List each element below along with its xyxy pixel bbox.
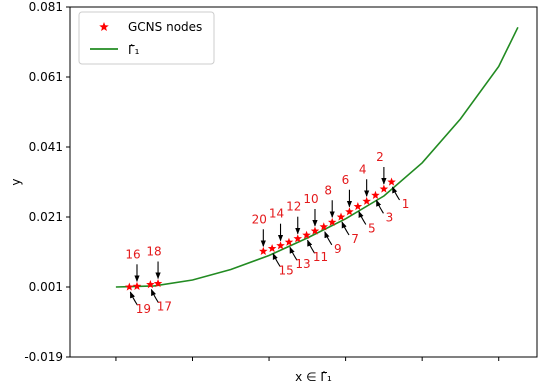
node-label-16: 16 (125, 247, 140, 261)
node-star-19 (125, 282, 134, 291)
node-label-19: 19 (136, 302, 151, 316)
arrow-5 (358, 210, 367, 225)
y-tick-label: -0.019 (24, 350, 63, 364)
node-star-12 (293, 234, 303, 243)
legend-label-nodes: GCNS nodes (128, 20, 202, 34)
node-star-8 (327, 217, 337, 226)
y-tick-label: 0.021 (29, 210, 63, 224)
arrow-13 (289, 246, 298, 261)
node-star-1 (387, 177, 396, 186)
legend: GCNS nodes Γ̂₁ (78, 11, 215, 65)
node-label-7: 7 (351, 232, 359, 246)
plot-border (69, 6, 538, 358)
node-star-18 (153, 279, 163, 288)
node-label-9: 9 (334, 242, 342, 256)
node-label-6: 6 (342, 173, 350, 187)
arrow-9 (324, 231, 333, 246)
annotation-arrows (129, 167, 401, 306)
node-star-13 (284, 237, 294, 246)
curve-layer (115, 26, 519, 288)
node-label-1: 1 (402, 197, 410, 211)
legend-star-icon (99, 22, 109, 32)
node-star-2 (379, 184, 389, 193)
y-tick-label: 0.061 (29, 70, 63, 84)
node-star-9 (319, 222, 329, 231)
arrow-1 (392, 186, 401, 201)
node-star-20 (259, 246, 268, 255)
node-label-5: 5 (368, 222, 376, 236)
node-star-17 (146, 280, 155, 289)
arrow-11 (307, 239, 316, 254)
node-label-15: 15 (278, 264, 293, 278)
arrow-17 (150, 288, 159, 303)
node-label-20: 20 (252, 212, 267, 226)
node-star-16 (132, 281, 142, 290)
legend-star-marker (99, 22, 109, 32)
node-star-7 (336, 212, 346, 221)
node-label-18: 18 (146, 245, 161, 259)
node-label-2: 2 (376, 150, 384, 164)
y-tick-label: 0.041 (29, 140, 63, 154)
node-label-11: 11 (313, 250, 328, 264)
arrow-7 (341, 221, 350, 236)
node-star-3 (371, 190, 380, 199)
y-axis-ticks: 0.081 0.061 0.041 0.021 0.001 -0.019 (24, 0, 70, 364)
curve-gamma1 (115, 26, 519, 288)
legend-label-curve: Γ̂₁ (128, 43, 140, 57)
y-tick-label: 0.001 (29, 280, 63, 294)
node-label-13: 13 (295, 257, 310, 271)
node-star-4 (362, 196, 371, 205)
node-star-5 (353, 202, 363, 211)
node-label-14: 14 (269, 207, 284, 221)
node-label-10: 10 (303, 192, 318, 206)
node-label-8: 8 (324, 183, 332, 197)
node-star-15 (267, 244, 277, 253)
node-label-17: 17 (157, 300, 172, 314)
arrow-3 (375, 199, 384, 214)
node-star-6 (345, 207, 354, 216)
node-label-4: 4 (359, 162, 367, 176)
node-star-10 (310, 226, 320, 235)
y-tick-label: 0.081 (29, 0, 63, 14)
arrow-19 (129, 291, 138, 306)
plot-frame (69, 6, 538, 358)
node-star-14 (276, 241, 285, 250)
node-label-3: 3 (386, 210, 394, 224)
x-axis-ticks (115, 357, 500, 361)
node-label-12: 12 (286, 200, 301, 214)
arrow-15 (272, 252, 281, 267)
node-star-11 (302, 230, 311, 239)
x-axis-label: x ∈ Γ̂₁ (295, 370, 332, 384)
legend-box (78, 11, 215, 65)
y-axis-label: y (9, 178, 23, 185)
node-points (125, 177, 396, 291)
